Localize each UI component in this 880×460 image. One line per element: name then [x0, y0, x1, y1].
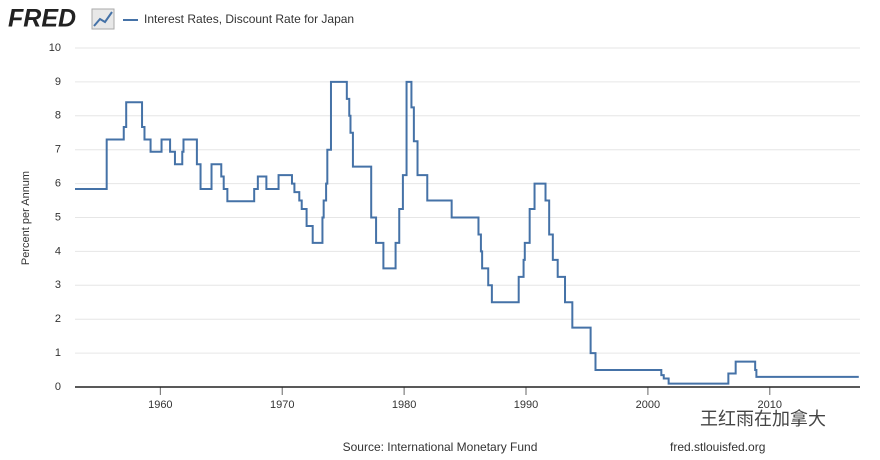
site-url: fred.stlouisfed.org	[670, 440, 765, 454]
line	[75, 80, 859, 385]
y-tick-label: 3	[55, 279, 61, 291]
y-tick-label: 2	[55, 313, 61, 325]
x-tick-label: 1960	[148, 399, 172, 411]
y-axis-label: Percent per Annum	[20, 171, 32, 265]
y-tick-label: 5	[55, 211, 61, 223]
y-tick-label: 8	[55, 110, 61, 122]
source: Source: International Monetary Fund	[343, 440, 538, 454]
y-tick-label: 0	[55, 381, 61, 393]
x-tick-label: 2000	[636, 399, 660, 411]
y-tick-label: 7	[55, 144, 61, 156]
logo-icon	[91, 8, 115, 30]
x-tick-label: 1980	[392, 399, 416, 411]
y-tick-label: 9	[55, 76, 61, 88]
y-tick-label: 4	[55, 245, 61, 257]
x-tick-label: 1990	[514, 399, 538, 411]
y-tick-label: 6	[55, 178, 61, 190]
logo: FRED	[8, 5, 76, 33]
x-tick-label: 1970	[270, 399, 294, 411]
watermark: 王红雨在加拿大	[700, 408, 826, 429]
x-tick-label: 2010	[758, 399, 782, 411]
y-tick-label: 10	[49, 42, 61, 54]
y-tick-label: 1	[55, 347, 61, 359]
legend-label: Interest Rates, Discount Rate for Japan	[144, 12, 354, 26]
